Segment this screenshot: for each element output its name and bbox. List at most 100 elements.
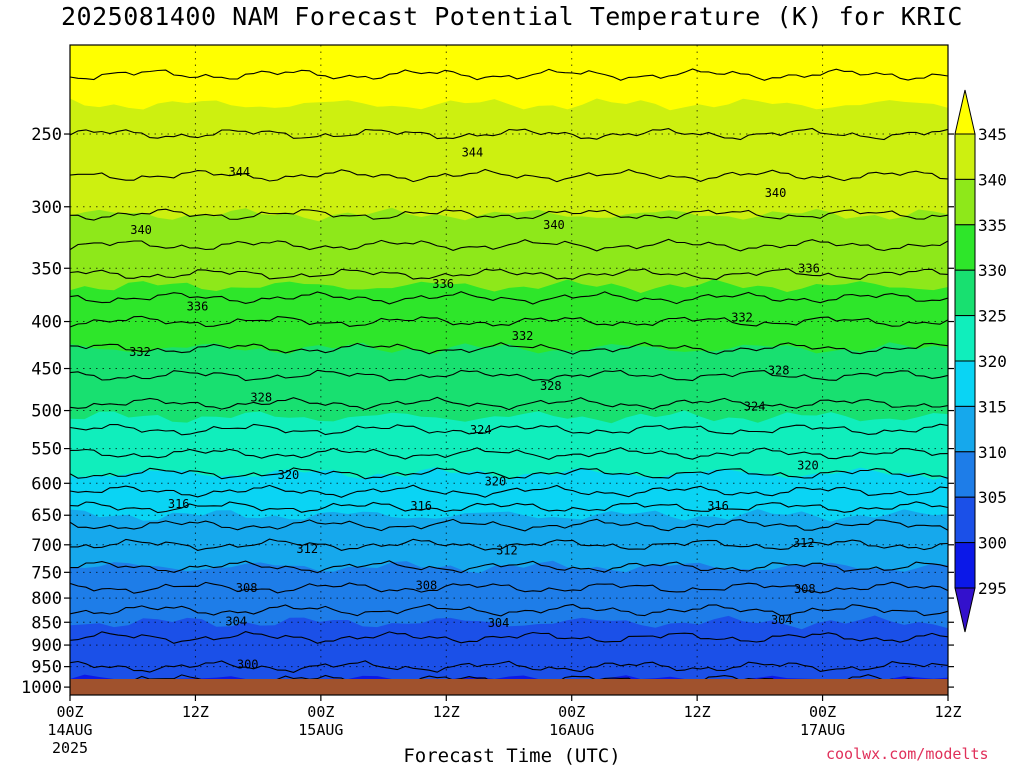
y-tick-label: 950	[31, 658, 62, 678]
colorbar-box	[954, 405, 976, 453]
colorbar-label: 295	[978, 579, 1007, 598]
contour-lines	[70, 68, 948, 679]
colorbar-box	[954, 269, 976, 317]
colorbar-label: 335	[978, 216, 1007, 235]
contour-332	[70, 315, 948, 328]
contour-label-324: 324	[470, 423, 492, 437]
contour-label-344: 344	[462, 146, 484, 160]
contour-318	[70, 484, 948, 498]
contour-label-308: 308	[794, 582, 816, 596]
contour-label-316: 316	[410, 499, 432, 513]
contour-336	[70, 268, 948, 281]
colorbar-box	[954, 360, 976, 407]
surface-band	[70, 679, 948, 695]
y-tick-label: 450	[31, 360, 62, 380]
contour-label-316: 316	[168, 497, 190, 511]
y-tick-label: 800	[31, 589, 62, 609]
x-tick-label: 00Z	[307, 703, 334, 721]
contour-334	[70, 291, 948, 305]
chart-title: 2025081400 NAM Forecast Potential Temper…	[61, 2, 963, 31]
contour-302	[70, 660, 948, 673]
colorbar-label: 315	[978, 397, 1007, 416]
colorbar-label: 330	[978, 261, 1007, 280]
contour-328	[70, 369, 948, 382]
x-tick-label: 12Z	[433, 703, 460, 721]
contour-304	[70, 631, 948, 644]
x-axis-title: Forecast Time (UTC)	[403, 745, 621, 767]
contour-label-320: 320	[485, 474, 507, 488]
contour-label-332: 332	[129, 345, 151, 359]
y-tick-label: 850	[31, 613, 62, 633]
y-tick-label: 250	[31, 125, 62, 145]
x-tick-label: 00Z	[56, 703, 83, 721]
contour-322	[70, 447, 948, 460]
colorbar-label: 310	[978, 443, 1007, 462]
contour-label-312: 312	[793, 536, 815, 550]
y-tick-label: 550	[31, 440, 62, 460]
x-tick-label: 12Z	[934, 703, 961, 721]
x-tick-date: 14AUG	[47, 721, 92, 739]
contour-label-336: 336	[432, 277, 454, 291]
contour-340	[70, 208, 948, 221]
contour-344	[70, 127, 948, 141]
contour-326	[70, 396, 948, 411]
y-tick-label: 650	[31, 506, 62, 526]
plot-frame	[69, 44, 949, 696]
colorbar-extend-bottom	[954, 587, 976, 633]
colorbar-box	[954, 315, 976, 362]
colorbar-box	[954, 133, 976, 180]
contour-label-320: 320	[797, 459, 819, 473]
contour-label-328: 328	[540, 379, 562, 393]
y-tick-label: 400	[31, 313, 62, 333]
contour-label-316: 316	[707, 499, 729, 513]
contour-label-340: 340	[765, 186, 787, 200]
x-tick-year: 2025	[52, 739, 88, 757]
axes: 250 300 350 400 450 500 550 600 650 700 750 800 850 9…	[21, 44, 962, 757]
contour-310	[70, 560, 948, 574]
contour-338	[70, 238, 948, 252]
contour-label-336: 336	[187, 299, 209, 313]
contour-label-328: 328	[768, 363, 790, 377]
contour-label-308: 308	[416, 578, 438, 592]
colorbar-label: 305	[978, 488, 1007, 507]
x-tick-label: 00Z	[809, 703, 836, 721]
contour-label-312: 312	[296, 542, 318, 556]
colorbar-box	[954, 496, 976, 544]
y-tick-label: 700	[31, 536, 62, 556]
y-tick-label: 750	[31, 563, 62, 583]
colorbar-box	[954, 542, 976, 589]
x-tick-date: 17AUG	[800, 721, 845, 739]
colorbar-label: 320	[978, 352, 1007, 371]
colorbar-box	[954, 178, 976, 226]
contour-label-324: 324	[744, 400, 766, 414]
x-tick-label: 00Z	[558, 703, 585, 721]
colorbar-label: 345	[978, 125, 1007, 144]
contour-label-320: 320	[278, 468, 300, 482]
contour-label-340: 340	[543, 218, 565, 232]
credit-link[interactable]: coolwx.com/modelts	[826, 745, 989, 763]
contour-346	[70, 68, 948, 81]
contour-label-304: 304	[225, 614, 247, 628]
contour-label-304: 304	[771, 613, 793, 627]
contour-label-344: 344	[228, 165, 250, 179]
contour-label-332: 332	[512, 329, 534, 343]
contour-312	[70, 538, 948, 551]
contour-label-304: 304	[488, 616, 510, 630]
colorbar-extend-top	[954, 89, 976, 135]
colorbar: 345 340 335 330 325 320 315 310 305 300 295	[954, 89, 1007, 633]
y-tick-label: 1000	[21, 678, 62, 698]
colorbar-box	[954, 224, 976, 271]
contour-label-312: 312	[496, 543, 518, 557]
heat-band-300	[70, 674, 948, 679]
contour-320	[70, 467, 948, 480]
contour-label-340: 340	[130, 223, 152, 237]
y-tick-label: 300	[31, 198, 62, 218]
contour-324	[70, 423, 948, 436]
contour-label-336: 336	[798, 261, 820, 275]
y-tick-label: 500	[31, 402, 62, 422]
surface-ground	[70, 679, 948, 695]
x-tick-date: 15AUG	[298, 721, 343, 739]
contour-label-300: 300	[237, 658, 259, 672]
x-tick-label: 12Z	[684, 703, 711, 721]
